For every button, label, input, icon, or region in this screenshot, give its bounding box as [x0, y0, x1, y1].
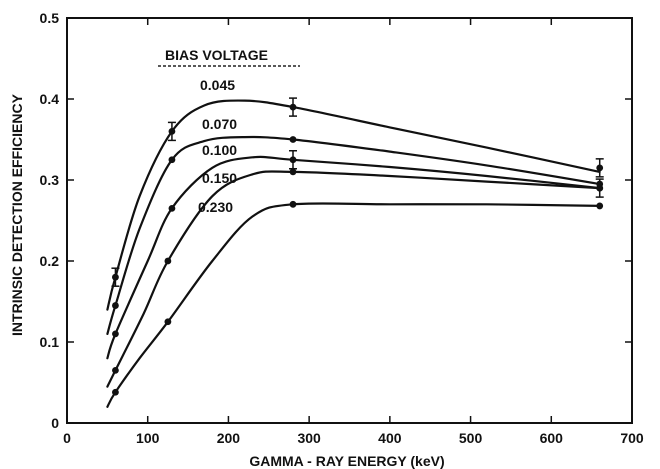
data-point [112, 330, 119, 338]
x-axis-ticks: 0 100 200 300 400 500 600 700 [63, 18, 644, 446]
series-markers [111, 97, 604, 396]
series-line [106, 135, 601, 335]
x-tick-label: 600 [540, 430, 564, 446]
data-point [289, 168, 297, 176]
series-label: 0.230 [198, 199, 233, 215]
y-axis-title: INTRINSIC DETECTION EFFICIENCY [9, 93, 25, 336]
data-point [596, 184, 604, 192]
data-point [112, 366, 119, 374]
y-axis-ticks: 0 0.1 0.2 0.3 0.4 0.5 [40, 10, 632, 431]
y-tick-label: 0.1 [40, 334, 60, 350]
x-tick-label: 200 [217, 430, 241, 446]
series-line [106, 202, 601, 408]
y-tick-label: 0 [51, 415, 59, 431]
series-line [106, 155, 601, 360]
data-point [164, 318, 172, 326]
x-tick-label: 100 [136, 430, 160, 446]
series-label: 0.150 [202, 170, 237, 186]
data-point [596, 202, 604, 210]
series-line [106, 170, 601, 388]
plot-frame [66, 17, 633, 424]
data-point [112, 302, 119, 309]
plot-border [66, 17, 633, 424]
series-curves [106, 99, 601, 408]
x-tick-label: 0 [63, 430, 71, 446]
x-tick-label: 700 [620, 430, 644, 446]
legend-title: BIAS VOLTAGE [165, 47, 268, 63]
y-tick-label: 0.2 [40, 253, 60, 269]
series-line [106, 99, 601, 311]
x-tick-label: 400 [378, 430, 402, 446]
data-point [168, 156, 176, 164]
series-label: 0.070 [202, 116, 237, 132]
series-label: 0.100 [202, 142, 237, 158]
x-tick-label: 500 [459, 430, 483, 446]
x-axis-title: GAMMA - RAY ENERGY (keV) [249, 453, 444, 469]
y-tick-label: 0.5 [40, 10, 60, 26]
data-point [168, 204, 176, 212]
data-point [289, 136, 297, 143]
y-tick-label: 0.3 [40, 172, 60, 188]
series-label: 0.045 [200, 77, 235, 93]
y-tick-label: 0.4 [40, 91, 60, 107]
data-point [164, 257, 172, 265]
data-point [112, 388, 119, 396]
series-labels: 0.045 0.070 0.100 0.150 0.230 [198, 77, 237, 215]
data-point [289, 200, 297, 208]
x-tick-label: 300 [297, 430, 321, 446]
